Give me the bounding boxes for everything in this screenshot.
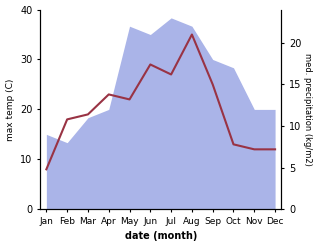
Y-axis label: med. precipitation (kg/m2): med. precipitation (kg/m2) xyxy=(303,53,313,166)
Y-axis label: max temp (C): max temp (C) xyxy=(5,78,15,141)
X-axis label: date (month): date (month) xyxy=(125,231,197,242)
